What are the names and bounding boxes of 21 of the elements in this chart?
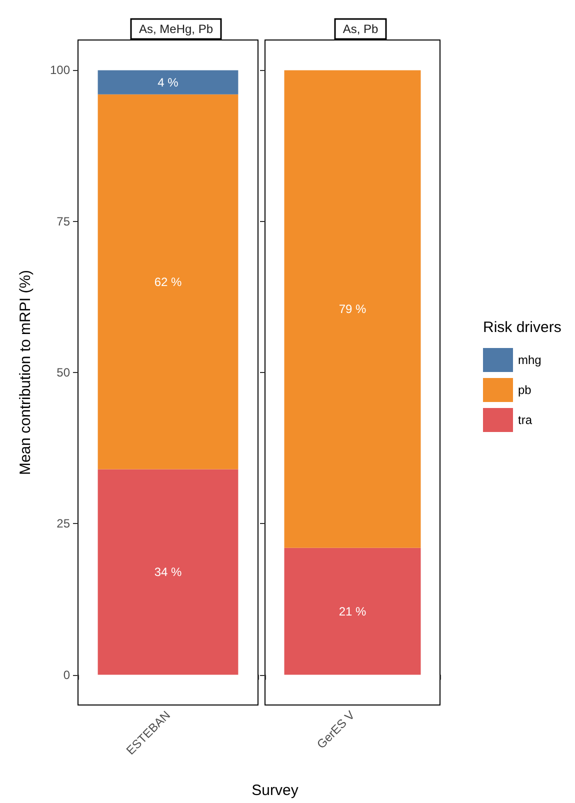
x-axis-title: Survey (252, 782, 299, 799)
data-label: 4 % (158, 75, 179, 90)
chart-title: As, Pb (342, 22, 378, 36)
y-tick-label: 25 (56, 516, 70, 531)
legend-label: tra (518, 413, 532, 427)
bar (98, 94, 238, 470)
legend-label: pb (518, 383, 532, 397)
legend-label: mhg (518, 353, 542, 367)
bar (98, 70, 238, 94)
y-axis-title: Mean contribution to mRPI (%) (17, 270, 34, 476)
y-tick-label: 100 (50, 63, 70, 78)
y-tick-label: 75 (56, 214, 70, 228)
legend-title: Risk drivers (483, 319, 562, 336)
data-label: 21 % (338, 604, 366, 618)
bar (98, 469, 238, 675)
y-tick-label: 0 (63, 668, 70, 682)
data-label: 34 % (154, 565, 182, 579)
y-tick-label: 50 (56, 366, 70, 380)
chart-title: As, MeHg, Pb (138, 22, 214, 36)
data-label: 79 % (338, 302, 366, 316)
data-label: 62 % (154, 274, 182, 289)
